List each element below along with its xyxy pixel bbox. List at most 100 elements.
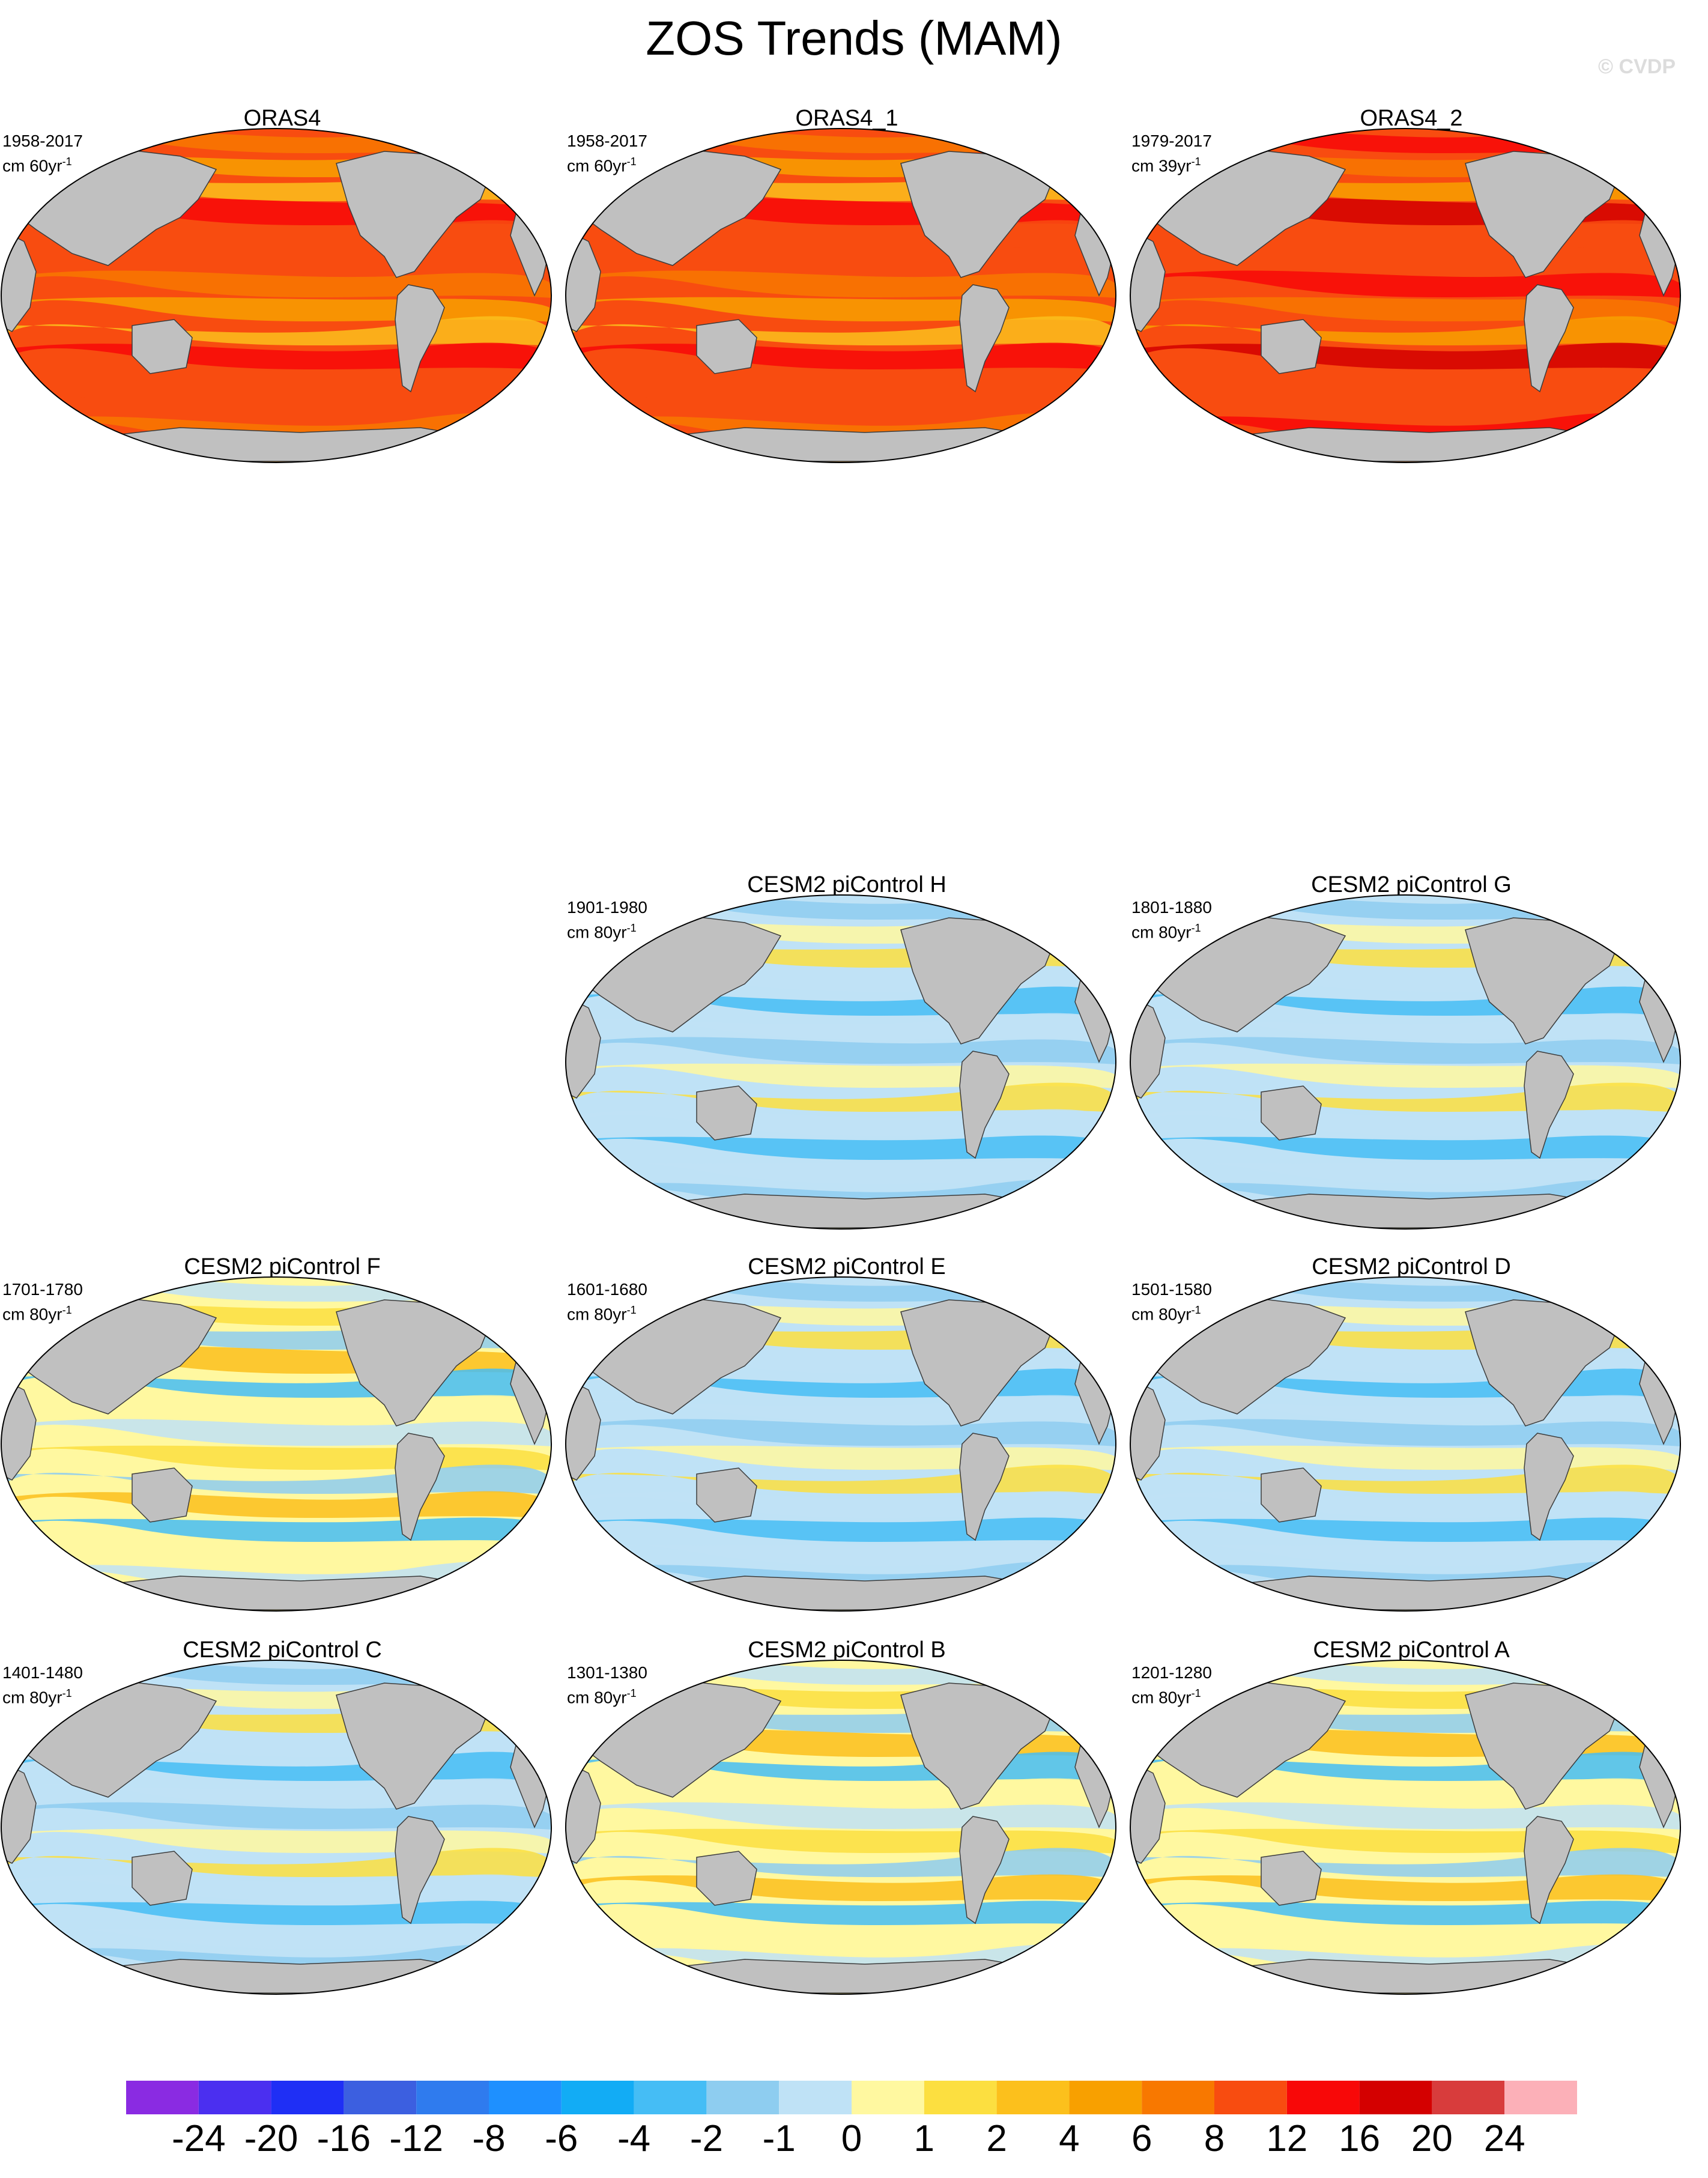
colorbar-tick-label: 2 [986, 2118, 1007, 2159]
greenland-land [455, 1674, 518, 1708]
panel-units-base: cm 60yr [567, 156, 627, 175]
colorbar-tick-label: 20 [1411, 2118, 1453, 2159]
south-america-land [1524, 1433, 1574, 1541]
panel-title: CESM2 piControl H [747, 872, 946, 897]
greenland-land [1584, 1674, 1647, 1708]
colorbar-tick-label: 0 [841, 2118, 862, 2159]
panel-title: CESM2 piControl B [748, 1637, 946, 1663]
colorbar-tick-label: -1 [762, 2118, 796, 2159]
colorbar-swatch [852, 2081, 924, 2114]
australia-land [696, 1085, 757, 1141]
map-panel: CESM2 piControl B 1301-1380 cm 80yr-1 [565, 1635, 1129, 2007]
south-america-land [1524, 284, 1574, 393]
panel-title: CESM2 piControl D [1312, 1254, 1511, 1279]
colorbar [126, 2081, 1577, 2114]
colorbar-swatch [1286, 2081, 1360, 2114]
colorbar-swatch [1142, 2081, 1214, 2114]
panel-title: ORAS4_2 [1360, 106, 1463, 131]
panel-units: cm 60yr-1 [2, 151, 72, 176]
panel-units-base: cm 60yr [2, 156, 62, 175]
colorbar-swatch [1432, 2081, 1505, 2114]
australia-land [132, 1467, 193, 1523]
colorbar-tick-label: -6 [545, 2118, 578, 2159]
south-america-land [395, 1816, 445, 1925]
colorbar-tick-label: 1 [913, 2118, 935, 2159]
trend-band [566, 1543, 1116, 1567]
panel-units-base: cm 80yr [1131, 1688, 1192, 1707]
map-panel: CESM2 piControl H 1901-1980 cm 80yr-1 [565, 870, 1129, 1242]
map-border [1130, 1276, 1681, 1612]
map-panel: ORAS4_1 1958-2017 cm 60yr-1 [565, 103, 1129, 476]
colorbar-tick-label: -4 [617, 2118, 651, 2159]
antarctica-land [1200, 1194, 1623, 1228]
map-border [1130, 894, 1681, 1230]
panel-units: cm 80yr-1 [1131, 1300, 1201, 1324]
australia-land [1261, 319, 1322, 374]
panel-units: cm 80yr-1 [567, 918, 637, 942]
panel-period: 1701-1780 [2, 1280, 83, 1299]
australia-land [1261, 1467, 1322, 1523]
panel-period: 1301-1380 [567, 1663, 647, 1682]
panel-units-base: cm 80yr [1131, 923, 1192, 942]
colorbar-swatch [924, 2081, 997, 2114]
figure-title: ZOS Trends (MAM) [646, 11, 1062, 65]
map-panel: CESM2 piControl G 1801-1880 cm 80yr-1 [1129, 870, 1694, 1242]
antarctica-land [71, 1576, 494, 1610]
antarctica-land [1200, 427, 1623, 462]
trend-band [1, 395, 551, 418]
colorbar-swatch [1069, 2081, 1142, 2114]
panel-period: 1401-1480 [2, 1663, 83, 1682]
south-america-land [1524, 1816, 1574, 1925]
map-border [565, 1276, 1116, 1612]
australia-land [696, 1851, 757, 1906]
colorbar-swatch [489, 2081, 562, 2114]
colorbar-tick-label: -2 [689, 2118, 723, 2159]
panel-units-exponent: -1 [62, 156, 72, 168]
panel-title: CESM2 piControl E [748, 1254, 946, 1279]
trend-band [566, 395, 1116, 418]
south-america-land [959, 1051, 1010, 1159]
panel-units-exponent: -1 [1191, 1687, 1201, 1699]
greenland-land [1020, 1291, 1082, 1324]
robinson-map [1, 1276, 552, 1612]
trend-band [1130, 1926, 1680, 1950]
antarctica-land [1200, 1959, 1623, 1994]
map-panel: ORAS4_2 1979-2017 cm 39yr-1 [1129, 103, 1694, 476]
trend-band [1130, 395, 1680, 418]
colorbar-tick-label: -24 [171, 2118, 226, 2159]
panel-units: cm 39yr-1 [1131, 151, 1201, 176]
colorbar-swatch [706, 2081, 780, 2114]
panel-units: cm 80yr-1 [2, 1300, 72, 1324]
panel-units: cm 80yr-1 [567, 1300, 637, 1324]
panel-units-exponent: -1 [62, 1687, 72, 1699]
south-america-land [959, 1433, 1010, 1541]
panel-period: 1201-1280 [1131, 1663, 1212, 1682]
greenland-land [1020, 909, 1082, 942]
map-panel: CESM2 piControl F 1701-1780 cm 80yr-1 [0, 1252, 565, 1624]
greenland-land [1584, 142, 1647, 176]
panel-title: ORAS4_1 [795, 106, 898, 131]
colorbar-tick-label: -16 [316, 2118, 371, 2159]
colorbar-tick-label: -12 [389, 2118, 443, 2159]
map-border [1130, 128, 1681, 463]
colorbar-tick-label: -8 [472, 2118, 506, 2159]
south-america-land [959, 1816, 1010, 1925]
panel-units-exponent: -1 [1191, 1304, 1201, 1316]
panel-period: 1901-1980 [567, 898, 647, 917]
map-panel: CESM2 piControl E 1601-1680 cm 80yr-1 [565, 1252, 1129, 1624]
australia-land [132, 1851, 193, 1906]
panel-units: cm 80yr-1 [1131, 918, 1201, 942]
panel-units-exponent: -1 [626, 922, 637, 934]
robinson-map [1130, 128, 1681, 463]
trend-band [1130, 1161, 1680, 1185]
panel-units-base: cm 80yr [2, 1688, 62, 1707]
map-border [565, 894, 1116, 1230]
robinson-map [565, 128, 1116, 463]
panel-units-base: cm 39yr [1131, 156, 1192, 175]
panel-units-exponent: -1 [626, 1304, 637, 1316]
colorbar-tick-label: 6 [1131, 2118, 1152, 2159]
map-border [1, 128, 552, 463]
colorbar-swatch [634, 2081, 707, 2114]
greenland-land [455, 1291, 518, 1324]
colorbar-swatch [271, 2081, 344, 2114]
